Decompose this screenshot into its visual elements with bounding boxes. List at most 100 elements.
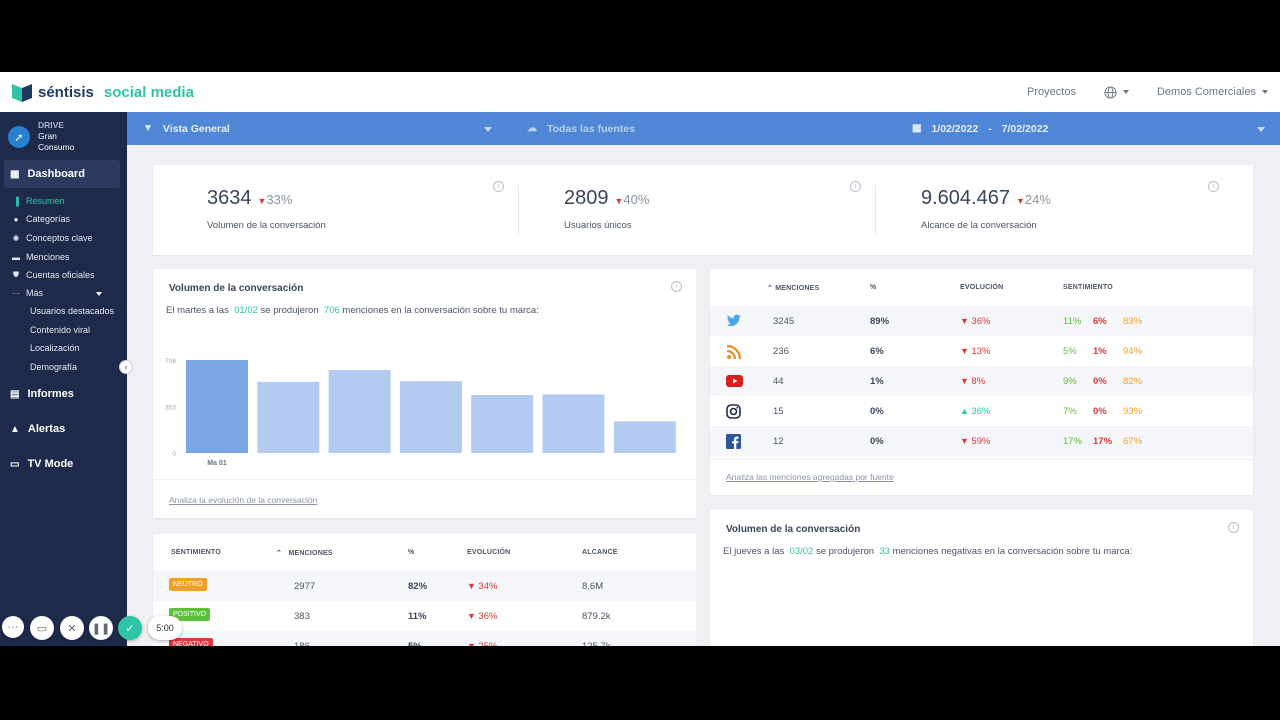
column-header-mentions[interactable]: ⌃ MENCIONES [767,284,819,292]
sort-icon: ⌃ [276,550,289,557]
sidebar-item-localizacion[interactable]: Localización [30,343,80,353]
sources-analysis-link[interactable]: Analiza las menciones agregadas por fuen… [726,472,894,482]
sidebar-item-mas[interactable]: ··· Más [12,288,112,298]
sidebar-item-usuarios-destacados[interactable]: Usuarios destacados [30,306,115,316]
sentence-text: menciones negativas en la conversación s… [892,546,1133,557]
evolution-value: 8% [971,376,986,387]
volume-analysis-link[interactable]: Analiza la evolución de la conversación [169,495,318,505]
pause-recording-button[interactable]: ❚❚ [89,616,113,640]
table-row[interactable]: POSITIVO 383 11% ▼ 36% 879.2k [153,601,696,631]
info-icon[interactable]: i [493,181,504,192]
evolution-cell: ▼ 13% [960,346,990,357]
categories-icon: ● [13,214,19,224]
logo[interactable]: séntisis social media [12,82,194,102]
sidebar-item-categorias[interactable]: ● Categorías [12,214,70,224]
recording-timer: 5:00 [148,616,182,640]
sidebar-item-label: Dashboard [27,168,85,180]
brand-small-label: DRIVE [38,120,64,130]
brand-line1: Gran [38,131,57,141]
column-header-pct[interactable]: % [870,284,877,291]
view-selector[interactable]: ▼ Vista General [143,112,230,145]
column-header-mentions[interactable]: ⌃ MENCIONES [276,549,333,557]
chart-bar[interactable] [186,360,248,453]
divider [153,479,696,480]
more-options-button[interactable]: ··· [2,616,24,638]
pct-cell: 0% [870,406,884,417]
sidebar-item-dashboard[interactable]: ▦ Dashboard [4,160,120,188]
column-header-evolution[interactable]: EVOLUCIÓN [467,549,511,556]
youtube-icon [726,374,743,392]
column-header-reach[interactable]: ALCANCE [582,549,618,556]
projects-link[interactable]: Proyectos [1027,86,1076,98]
date-range-selector[interactable]: ▦ 1/02/2022 - 7/02/2022 [912,112,1048,145]
sidebar-item-alertas[interactable]: ▲ Alertas [10,423,65,435]
down-arrow-icon: ▼ [960,346,972,356]
chart-bar[interactable] [399,381,462,453]
sidebar-item-label: Conceptos clave [26,233,93,243]
dots-icon: ··· [12,288,20,298]
sidebar-item-conceptos[interactable]: ✺ Conceptos clave [12,233,93,243]
negative-sentence: El jueves a las 03/02 se produjeron 33 m… [723,546,1132,557]
table-row[interactable]: 236 6% ▼ 13% 5% 1% 94% [710,336,1253,366]
kpi-reach: 9.604.467 ▼24% Alcance de la conversación [921,187,1051,231]
table-row[interactable]: 3245 89% ▼ 36% 11% 6% 83% [710,306,1253,336]
table-row[interactable]: NEGATIVO 186 5% ▼ 25% 125.7k [153,631,696,646]
column-header-sentiment[interactable]: SENTIMIENTO [171,549,221,556]
info-icon[interactable]: i [850,181,861,192]
sidebar-item-resumen[interactable]: ▐ Resumen [12,196,64,206]
evolution-value: 25% [478,641,497,646]
evolution-value: 13% [971,346,991,357]
chart-bar[interactable] [328,370,391,453]
column-header-sentiment[interactable]: SENTIMIENTO [1063,284,1113,291]
gear-icon: ✺ [12,233,20,243]
cancel-recording-button[interactable]: ✕ [60,616,84,640]
down-arrow-icon: ▼ [960,316,972,326]
table-row[interactable]: 15 0% ▲ 36% 7% 0% 93% [710,396,1253,426]
account-menu[interactable]: Demos Comerciales [1157,86,1268,98]
highlight-count: 33 [879,546,890,557]
language-selector[interactable] [1104,85,1129,99]
table-row[interactable]: 12 0% ▼ 59% 17% 17% 67% [710,426,1253,456]
sidebar-item-demografia[interactable]: Demografía [30,362,78,372]
sidebar-item-tv-mode[interactable]: ▭ TV Mode [10,458,73,470]
kpi-volume: 3634 ▼33% Volumen de la conversación [207,187,326,231]
chart-bar[interactable] [471,395,534,453]
chart-bar[interactable] [542,394,605,453]
sentiment-negative: 6% [1093,316,1107,327]
pct-cell: 6% [870,346,884,357]
sentence-text: se produjeron [815,546,875,557]
sentiment-neutral: 67% [1123,436,1143,447]
sidebar-item-cuentas[interactable]: ⛊ Cuentas oficiales [12,270,95,280]
sidebar-item-informes[interactable]: ▤ Informes [10,388,74,400]
column-header-pct[interactable]: % [408,549,415,556]
chevron-down-icon [1122,90,1129,94]
date-to: 7/02/2022 [1001,122,1049,135]
info-icon[interactable]: i [671,281,682,292]
pct-cell: 0% [870,436,884,447]
chart-bar[interactable] [613,421,676,453]
column-header-evolution[interactable]: EVOLUCIÓN [960,284,1004,291]
chart-bar[interactable] [257,381,320,453]
mentions-cell: 15 [773,406,784,417]
sidebar-item-menciones[interactable]: ▬ Menciones [12,252,70,262]
info-icon[interactable]: i [1208,181,1219,192]
sidebar-collapse-button[interactable]: ‹ [119,360,133,374]
project-brand[interactable]: ➚ DRIVE Gran Consumo [8,120,74,153]
evolution-cell: ▼ 34% [467,581,497,592]
pct-cell: 89% [870,316,890,327]
evolution-value: 59% [971,436,991,447]
sentiment-positive: 11% [1063,316,1082,327]
kpi-delta: 24% [1024,192,1051,207]
sources-selector[interactable]: ☁ Todas las fuentes [527,112,635,145]
down-arrow-icon: ▼ [257,196,267,206]
table-row[interactable]: 44 1% ▼ 8% 9% 0% 82% [710,366,1253,396]
finish-recording-button[interactable]: ✓ [118,616,142,640]
sentiment-negative: 0% [1093,406,1107,417]
info-icon[interactable]: i [1228,522,1239,533]
sidebar-item-contenido-viral[interactable]: Contenido viral [30,325,91,335]
down-arrow-icon: ▼ [1015,196,1025,206]
table-row[interactable]: NEUTRO 2977 82% ▼ 34% 8.6M [153,571,696,601]
camera-toggle-button[interactable]: ▭ [30,616,54,640]
card-title: Volumen de la conversación [726,524,861,535]
evolution-value: 36% [478,611,498,622]
